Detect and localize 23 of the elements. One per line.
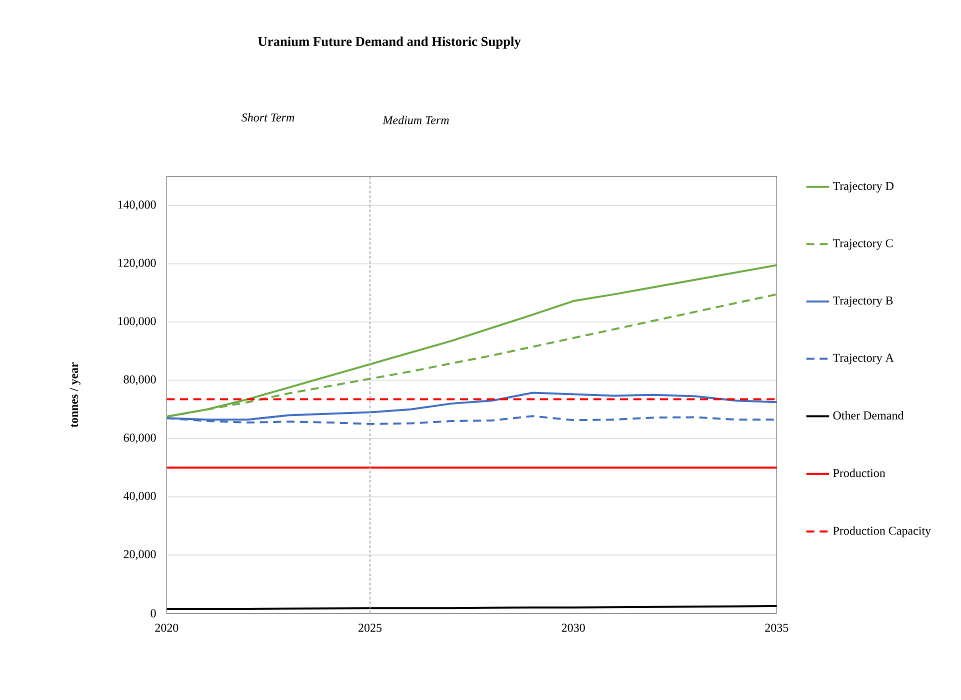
y-tick-label: 120,000 <box>118 258 156 269</box>
y-axis-title: tonnes / year <box>70 362 80 428</box>
legend-label: Production <box>833 468 886 478</box>
text: Short Term <box>242 113 294 122</box>
x-tick-label: 2025 <box>358 624 382 632</box>
legend-label: Trajectory C <box>832 239 893 250</box>
text: Medium Term <box>382 116 449 124</box>
y-tick-label: 100,000 <box>118 317 156 327</box>
chart-title: Uranium Future Demand and Historic Supply <box>258 36 521 49</box>
legend-label: Trajectory A <box>832 354 894 364</box>
y-tick-label: 60,000 <box>124 434 156 444</box>
legend-label: Trajectory D <box>832 182 894 192</box>
y-tick-label: 140,000 <box>118 200 156 210</box>
legend-label: Production Capacity <box>833 526 932 538</box>
y-tick-label: 0 <box>150 609 156 618</box>
y-tick-label: 20,000 <box>124 550 156 560</box>
x-tick-label: 2020 <box>155 624 178 632</box>
y-tick-label: 80,000 <box>124 375 156 386</box>
y-tick-label: 40,000 <box>124 492 156 502</box>
x-tick-label: 2035 <box>765 624 788 632</box>
legend-label: Trajectory B <box>832 296 893 308</box>
legend-label: Other Demand <box>833 411 904 420</box>
x-tick-label: 2030 <box>562 624 585 632</box>
